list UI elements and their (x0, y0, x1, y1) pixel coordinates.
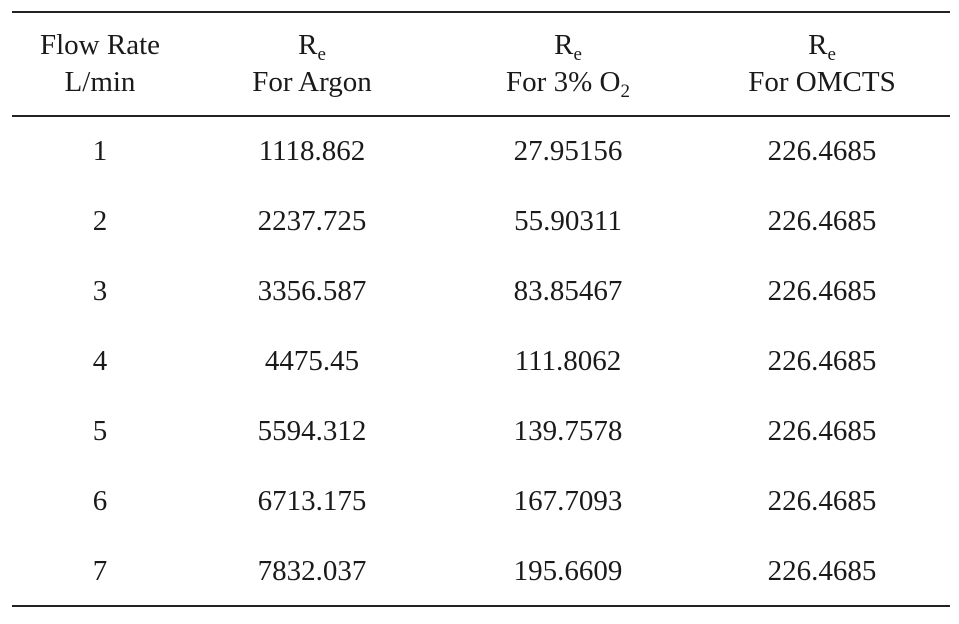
header-text: L/min (65, 66, 136, 98)
cell: 27.95156 (514, 135, 623, 167)
header-text: Flow Rate (40, 29, 160, 61)
symbol-subscript: e (573, 44, 581, 65)
cell: 4475.45 (265, 345, 359, 377)
label: For Argon (252, 66, 372, 98)
symbol-subscript: e (317, 44, 325, 65)
header-label: For Argon (252, 66, 372, 98)
header-label: For 3% O2 (506, 66, 630, 102)
header-symbol: Re (554, 29, 582, 65)
cell: 83.85467 (514, 275, 623, 307)
cell: 167.7093 (514, 485, 623, 517)
cell: 1118.862 (259, 135, 366, 167)
header-symbol: Re (298, 29, 326, 65)
header-symbol: Re (808, 29, 836, 65)
cell: 226.4685 (768, 135, 877, 167)
label-subscript: 2 (620, 81, 630, 102)
cell: 6713.175 (258, 485, 367, 517)
cell: 3356.587 (258, 275, 367, 307)
label: For OMCTS (748, 66, 895, 98)
cell: 111.8062 (515, 345, 622, 377)
cell: 2 (93, 205, 108, 237)
cell: 7 (93, 555, 108, 587)
cell: 55.90311 (514, 205, 622, 237)
cell: 3 (93, 275, 108, 307)
cell: 195.6609 (514, 555, 623, 587)
header-label: For OMCTS (748, 66, 895, 98)
cell: 5 (93, 415, 108, 447)
cell: 226.4685 (768, 415, 877, 447)
cell: 226.4685 (768, 555, 877, 587)
cell: 139.7578 (514, 415, 623, 447)
cell: 5594.312 (258, 415, 367, 447)
symbol: R (298, 29, 318, 61)
symbol-subscript: e (827, 44, 835, 65)
label: For 3% O (506, 66, 620, 98)
cell: 226.4685 (768, 485, 877, 517)
cell: 2237.725 (258, 205, 367, 237)
cell: 226.4685 (768, 275, 877, 307)
cell: 7832.037 (258, 555, 367, 587)
cell: 4 (93, 345, 108, 377)
symbol: R (554, 29, 574, 61)
cell: 6 (93, 485, 108, 517)
cell: 226.4685 (768, 345, 877, 377)
symbol: R (808, 29, 828, 61)
cell: 1 (93, 135, 108, 167)
cell: 226.4685 (768, 205, 877, 237)
